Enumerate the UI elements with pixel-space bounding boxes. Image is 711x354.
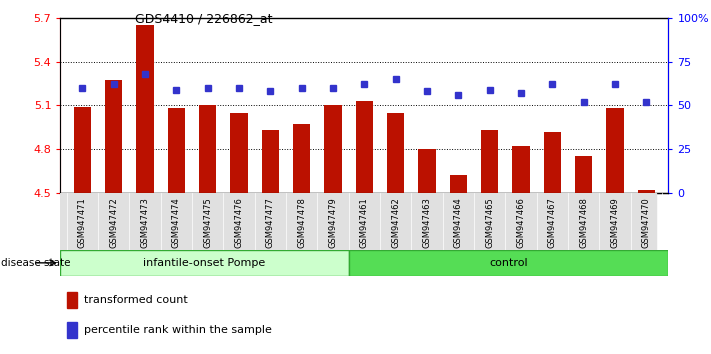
Bar [348, 250, 668, 276]
Bar [60, 250, 348, 276]
Text: GSM947465: GSM947465 [485, 198, 494, 248]
Text: GSM947474: GSM947474 [172, 198, 181, 248]
Text: GSM947468: GSM947468 [579, 198, 588, 249]
Bar [419, 149, 436, 193]
Bar [575, 156, 592, 193]
Bar [481, 130, 498, 193]
Bar [137, 25, 154, 193]
Bar [638, 190, 655, 193]
Text: GSM947467: GSM947467 [548, 198, 557, 249]
Bar [105, 80, 122, 193]
Text: control: control [489, 258, 528, 268]
Bar [262, 130, 279, 193]
Text: GSM947478: GSM947478 [297, 198, 306, 249]
Bar [450, 175, 467, 193]
Text: GSM947475: GSM947475 [203, 198, 212, 248]
Text: GSM947466: GSM947466 [517, 198, 525, 249]
Bar [67, 322, 77, 338]
Text: GSM947472: GSM947472 [109, 198, 118, 248]
Text: GSM947479: GSM947479 [328, 198, 338, 248]
Bar [67, 292, 77, 308]
Text: infantile-onset Pompe: infantile-onset Pompe [144, 258, 266, 268]
Bar [544, 132, 561, 193]
Text: GSM947470: GSM947470 [642, 198, 651, 248]
Text: GSM947464: GSM947464 [454, 198, 463, 248]
Text: GSM947461: GSM947461 [360, 198, 369, 248]
Bar [387, 113, 405, 193]
Text: GSM947476: GSM947476 [235, 198, 244, 249]
Text: disease state: disease state [1, 258, 71, 268]
Text: transformed count: transformed count [83, 295, 187, 305]
Bar [293, 124, 310, 193]
Text: GDS4410 / 226862_at: GDS4410 / 226862_at [135, 12, 272, 25]
Text: GSM947463: GSM947463 [422, 198, 432, 249]
Bar [168, 108, 185, 193]
Bar [199, 105, 216, 193]
Bar [356, 101, 373, 193]
Text: GSM947471: GSM947471 [78, 198, 87, 248]
Text: GSM947477: GSM947477 [266, 198, 275, 249]
Bar [324, 105, 342, 193]
Text: GSM947473: GSM947473 [141, 198, 149, 249]
Bar [606, 108, 624, 193]
Text: GSM947462: GSM947462 [391, 198, 400, 248]
Text: percentile rank within the sample: percentile rank within the sample [83, 325, 272, 335]
Bar [513, 146, 530, 193]
Bar [74, 107, 91, 193]
Bar [230, 113, 247, 193]
Text: GSM947469: GSM947469 [611, 198, 619, 248]
